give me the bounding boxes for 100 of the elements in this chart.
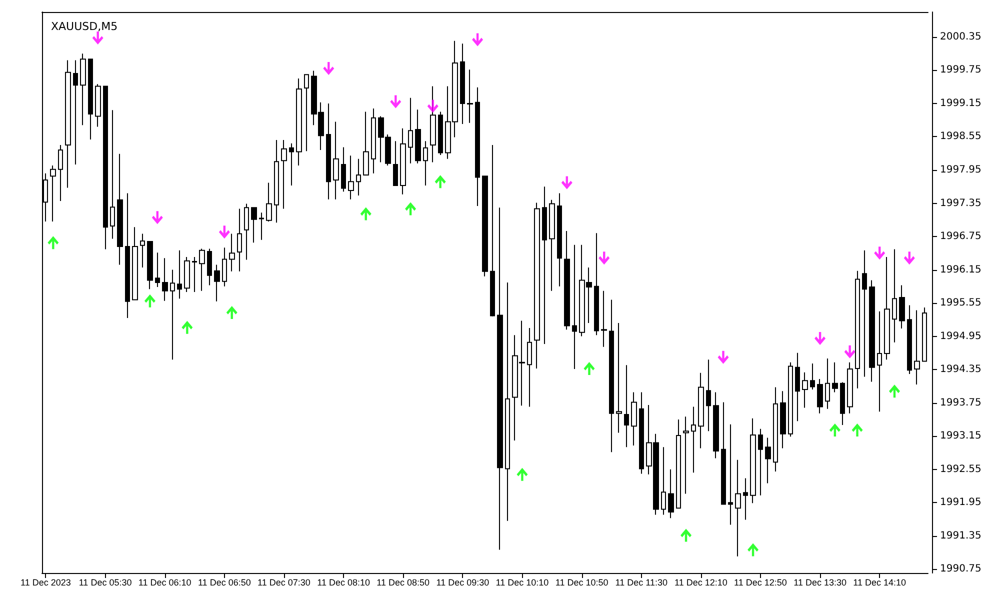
candlestick <box>58 144 63 202</box>
point <box>874 246 886 260</box>
candlestick <box>73 60 78 165</box>
x-tick-label: 11 Dec 2023 <box>20 578 71 588</box>
text: XAUUSD,M5 <box>51 20 118 33</box>
candlestick <box>869 280 875 382</box>
y-tick-label: 1998.55 <box>940 131 982 142</box>
point <box>852 423 863 436</box>
candlestick <box>170 269 175 360</box>
candlestick <box>922 306 927 362</box>
candlestick <box>542 186 547 345</box>
candlestick <box>795 352 800 422</box>
candlestick <box>743 478 748 520</box>
x-tick-label: 11 Dec 11:30 <box>615 578 668 588</box>
point <box>360 207 372 220</box>
candlestick <box>266 182 272 222</box>
candlestick <box>348 155 354 200</box>
candlestick <box>691 406 696 474</box>
candlestick <box>899 284 905 330</box>
candlestick <box>728 424 733 526</box>
candlestick <box>438 111 443 156</box>
candlestick <box>847 362 853 414</box>
y-tick-label: 1991.95 <box>940 497 982 508</box>
y-tick-label: 1997.95 <box>940 164 982 176</box>
candlestick <box>750 418 756 504</box>
point <box>904 252 915 265</box>
candlestick <box>460 43 465 124</box>
candlestick <box>840 382 845 426</box>
point <box>844 345 856 358</box>
candlestick <box>802 372 808 408</box>
x-tick-label: 11 Dec 12:50 <box>734 578 787 588</box>
candlestick <box>490 144 495 317</box>
y-tick-label: 1992.55 <box>940 464 982 475</box>
candlestick <box>616 322 622 434</box>
candlestick <box>765 437 771 484</box>
candlestick <box>534 202 540 369</box>
candlestick <box>609 299 614 453</box>
candlestick <box>132 226 138 300</box>
candlestick <box>281 140 287 210</box>
x-tick-label: 11 Dec 13:30 <box>794 578 846 588</box>
point <box>182 320 193 334</box>
candlestick <box>780 390 786 449</box>
y-tick-label: 1995.55 <box>940 298 982 309</box>
candlestick <box>527 327 532 408</box>
point <box>472 33 484 46</box>
y-tick-label: 2000.35 <box>940 31 982 42</box>
candlestick <box>304 74 309 152</box>
candlestick <box>237 208 242 272</box>
y-tick-label: 1999.75 <box>940 64 982 76</box>
candlestick <box>758 428 763 496</box>
candlestick <box>907 304 912 374</box>
candlestick <box>363 111 369 176</box>
candlestick <box>88 58 93 140</box>
candlestick <box>371 108 376 174</box>
point <box>718 350 729 364</box>
candlestick <box>103 86 108 250</box>
x-tick-label: 11 Dec 14:10 <box>853 578 906 588</box>
candlestick <box>296 78 302 166</box>
y-tick-label: 1997.35 <box>940 198 982 209</box>
y-tick-label: 1990.75 <box>940 564 982 575</box>
candlestick <box>825 358 830 410</box>
y-tick-label: 1991.35 <box>940 530 982 542</box>
point <box>323 62 334 76</box>
candlestick <box>832 362 838 393</box>
candlestick <box>676 418 681 509</box>
candlestick <box>244 203 249 260</box>
x-tick-label: 11 Dec 05:30 <box>78 578 132 588</box>
point <box>427 100 438 113</box>
candlestick <box>341 146 346 192</box>
candlestick <box>177 250 182 300</box>
x-tick-label: 11 Dec 06:10 <box>138 578 192 588</box>
candlestick <box>497 207 503 550</box>
candlestick <box>117 153 123 266</box>
candlestick <box>393 140 398 186</box>
point <box>680 528 692 542</box>
point <box>814 332 826 346</box>
candlestick <box>698 372 704 449</box>
candlestick <box>892 248 897 343</box>
point <box>584 362 595 375</box>
candlestick <box>683 416 689 494</box>
point <box>434 175 446 188</box>
candlestick <box>601 290 607 348</box>
candlestick <box>222 247 227 287</box>
candlestick <box>721 402 726 505</box>
point <box>390 95 402 108</box>
candlestick <box>430 86 436 163</box>
candlestick <box>706 359 711 432</box>
point <box>888 384 900 398</box>
candlestick <box>207 248 212 286</box>
candlestick <box>214 264 220 302</box>
point <box>218 226 230 239</box>
candlestick <box>884 256 890 360</box>
candlestick <box>594 232 599 336</box>
candlestick <box>564 230 570 330</box>
candlestick <box>50 165 56 222</box>
point <box>405 202 416 216</box>
candlestick <box>356 158 361 196</box>
point <box>152 211 163 224</box>
candlestick <box>259 212 264 240</box>
x-tick-label: 11 Dec 08:50 <box>376 578 430 588</box>
